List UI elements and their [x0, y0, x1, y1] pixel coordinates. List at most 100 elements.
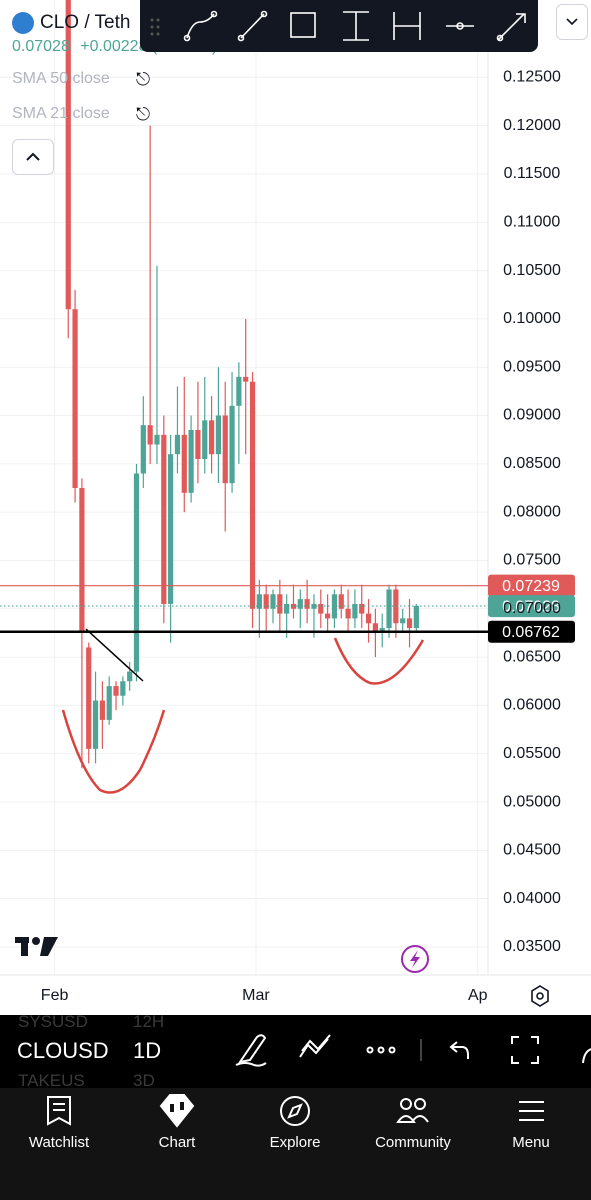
symbol-behind: SYSUSD: [18, 1015, 88, 1031]
candle-body: [338, 594, 344, 609]
explore-icon[interactable]: [280, 1096, 310, 1126]
tool-path[interactable]: [183, 10, 218, 42]
candle-body: [154, 434, 160, 445]
price-badge-label: 0.06762: [502, 624, 560, 641]
drawing-toolbar: [140, 0, 538, 52]
fullscreen-icon[interactable]: [511, 1036, 539, 1064]
candle-body: [147, 425, 153, 445]
candle-body: [400, 618, 406, 624]
tool-date-range[interactable]: [393, 12, 421, 40]
symbol-toolbar: SYSUSD 12H TAKEUS 3D CLOUSD 1D: [0, 1015, 591, 1088]
partial-icon: [582, 1048, 591, 1064]
tool-horizontal-line[interactable]: [446, 22, 474, 30]
cup-drawing[interactable]: [333, 637, 425, 685]
candle-body: [168, 454, 174, 604]
candle-body: [304, 599, 310, 609]
candle-body: [174, 434, 181, 455]
candle-body: [113, 686, 119, 696]
settings-icon[interactable]: [531, 985, 549, 1007]
chart-icon[interactable]: [159, 1094, 195, 1128]
tool-price-range[interactable]: [343, 11, 369, 41]
nav-label[interactable]: Chart: [158, 1134, 196, 1151]
candle-body: [331, 594, 338, 619]
symbol-title[interactable]: CLO / Teth: [40, 12, 131, 33]
candle-body: [263, 594, 269, 609]
price-tick-label: 0.10500: [503, 262, 561, 279]
candle-body: [86, 647, 92, 749]
collapse-button[interactable]: [12, 139, 54, 175]
nav-label[interactable]: Community: [375, 1134, 451, 1151]
more-icon[interactable]: [366, 1046, 396, 1054]
tool-trendline[interactable]: [237, 10, 268, 42]
symbol-logo: [12, 12, 34, 34]
price-tick-label: 0.07000: [503, 600, 561, 617]
candle-body: [79, 487, 85, 633]
candle-body: [284, 603, 290, 614]
drawing-tools: [150, 10, 526, 42]
candle-body: [345, 608, 351, 619]
candle-body: [270, 594, 276, 609]
candle-body: [386, 589, 392, 629]
price-badge: [488, 595, 575, 618]
candle-body: [236, 376, 242, 406]
nav-label[interactable]: Watchlist: [28, 1134, 90, 1151]
price-tick-label: 0.08000: [503, 503, 561, 520]
price-tick-label: 0.08500: [503, 455, 561, 472]
candle-body: [181, 434, 187, 493]
candle-body: [413, 605, 419, 629]
price-tick-label: 0.05000: [503, 793, 561, 810]
candle-body: [359, 603, 365, 614]
candle-body: [393, 589, 399, 624]
hidden-icon[interactable]: ⎋: [135, 103, 151, 124]
candle-body: [222, 415, 228, 484]
indicators-icon[interactable]: [299, 1034, 331, 1058]
interval-button[interactable]: 1D: [133, 1038, 162, 1063]
toolbar-icons: [235, 1034, 591, 1067]
price-badge: [488, 574, 575, 597]
chevron-down: [566, 18, 578, 26]
lightning-button[interactable]: [401, 945, 429, 973]
dropdown-button[interactable]: [556, 4, 588, 40]
candle-body: [188, 430, 194, 493]
price-tick-label: 0.04000: [503, 890, 561, 907]
candle-body: [229, 405, 235, 484]
community-icon[interactable]: [396, 1098, 429, 1123]
candle-body: [215, 415, 222, 455]
price-tick-label: 0.07500: [503, 552, 561, 569]
cup-drawing[interactable]: [61, 709, 166, 794]
watchlist-icon[interactable]: [47, 1096, 71, 1126]
candle-body: [208, 420, 215, 455]
symbol-behind: TAKEUS: [18, 1071, 85, 1088]
tool-rectangle[interactable]: [290, 12, 316, 38]
candle-body: [99, 700, 105, 720]
candle-body: [133, 473, 140, 672]
lightning-icon: [410, 950, 420, 968]
indicator-label[interactable]: SMA 21 close: [12, 105, 110, 122]
nav-icons: [47, 1094, 544, 1128]
chevron-up: [26, 152, 40, 161]
draw-icon[interactable]: [235, 1034, 267, 1067]
hidden-icon[interactable]: ⎋: [135, 68, 151, 89]
menu-icon[interactable]: [519, 1101, 544, 1121]
settings-icon-center: [536, 992, 544, 1000]
symbol-button[interactable]: CLOUSD: [17, 1038, 109, 1063]
candle-body: [325, 613, 331, 619]
price-tick-label: 0.03500: [503, 938, 561, 955]
tool-arrow[interactable]: [496, 13, 526, 42]
last-price: 0.07028: [12, 38, 70, 55]
candle-body: [92, 700, 99, 749]
trend-line[interactable]: [85, 628, 144, 682]
candle-body: [72, 309, 78, 488]
time-tick-label: Mar: [242, 987, 270, 1004]
nav-label[interactable]: Explore: [269, 1134, 321, 1151]
undo-icon[interactable]: [449, 1041, 469, 1059]
candle-body: [352, 603, 358, 619]
candle-body: [372, 623, 378, 633]
candle-body: [120, 681, 126, 696]
indicator-label[interactable]: SMA 50 close: [12, 70, 110, 87]
candle-body: [127, 671, 133, 682]
nav-label[interactable]: Menu: [512, 1134, 550, 1151]
price-tick-label: 0.10000: [503, 310, 561, 327]
